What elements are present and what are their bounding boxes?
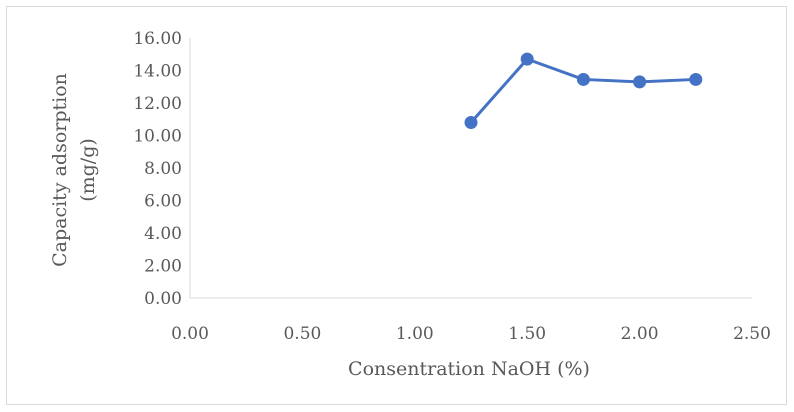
x-tick-label: 1.50 bbox=[508, 324, 546, 344]
y-tick-label: 0.00 bbox=[144, 289, 182, 309]
series-line bbox=[469, 57, 696, 124]
y-axis-title-line-1: Capacity adsorption bbox=[49, 73, 71, 267]
data-point bbox=[520, 52, 534, 66]
y-tick-label: 14.00 bbox=[133, 62, 182, 82]
x-tick-label: 2.00 bbox=[621, 324, 659, 344]
data-point bbox=[689, 72, 703, 86]
chart-frame bbox=[6, 6, 787, 405]
y-tick-label: 16.00 bbox=[133, 29, 182, 49]
y-axis-title-line-2: (mg/g) bbox=[77, 138, 99, 202]
x-tick-label: 1.00 bbox=[396, 324, 434, 344]
y-axis-tick-labels: 0.00 2.00 4.00 6.00 8.00 10.00 12.00 14.00 16.00 bbox=[133, 29, 182, 309]
y-tick-label: 12.00 bbox=[133, 94, 182, 114]
plot-area bbox=[464, 52, 703, 129]
y-tick-label: 4.00 bbox=[144, 224, 182, 244]
y-tick-label: 2.00 bbox=[144, 257, 182, 277]
data-point bbox=[633, 75, 647, 89]
x-tick-label: 0.00 bbox=[171, 324, 209, 344]
x-axis-tick-labels: 0.00 0.50 1.00 1.50 2.00 2.50 bbox=[171, 324, 771, 344]
x-tick-label: 0.50 bbox=[283, 324, 321, 344]
x-tick-label: 2.50 bbox=[733, 324, 771, 344]
y-axis-title: Capacity adsorption (mg/g) bbox=[49, 73, 99, 267]
data-point bbox=[576, 72, 590, 86]
x-axis-title: Consentration NaOH (%) bbox=[348, 358, 590, 380]
y-tick-label: 8.00 bbox=[144, 159, 182, 179]
data-point bbox=[464, 116, 478, 129]
y-tick-label: 6.00 bbox=[144, 192, 182, 212]
y-tick-label: 10.00 bbox=[133, 127, 182, 147]
